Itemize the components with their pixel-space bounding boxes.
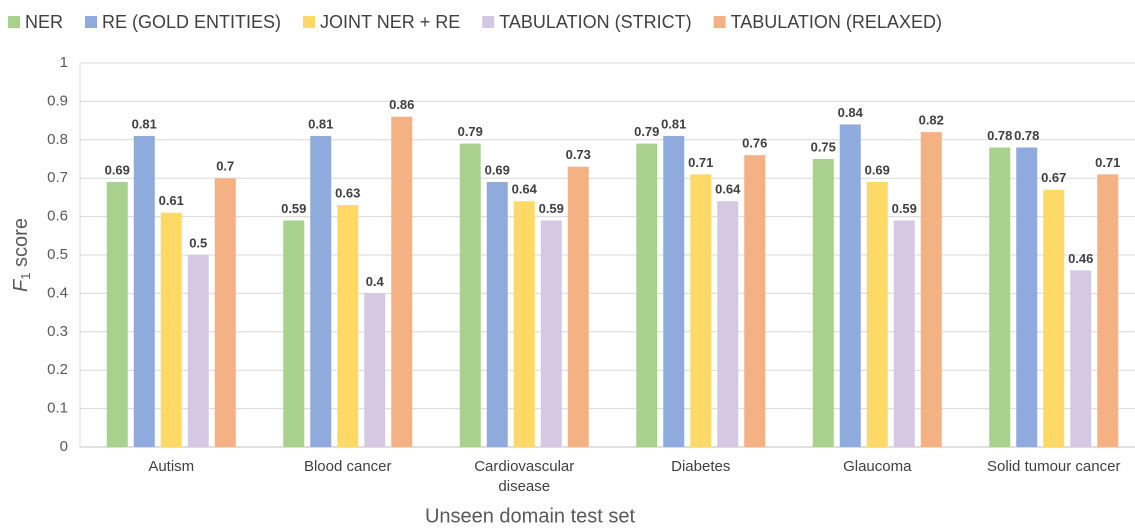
bar (459, 143, 481, 447)
bar (283, 220, 305, 447)
bar (839, 124, 861, 447)
value-label: 0.5 (189, 235, 207, 250)
bar (636, 143, 658, 447)
bar (106, 182, 128, 448)
x-axis-title: Unseen domain test set (425, 505, 636, 527)
bar (187, 255, 209, 447)
y-tick-label: 0.3 (47, 323, 68, 340)
legend-swatch (482, 16, 495, 28)
value-label: 0.59 (539, 201, 564, 216)
x-tick-label: Solid tumour cancer (987, 458, 1121, 475)
bar (866, 182, 888, 448)
bar (717, 201, 739, 447)
value-label: 0.75 (811, 139, 836, 154)
bar (540, 220, 562, 447)
value-label: 0.81 (661, 116, 686, 131)
value-label: 0.63 (335, 186, 360, 201)
x-tick-label: Blood cancer (303, 458, 392, 475)
y-axis-title-part: score (10, 218, 32, 272)
legend-label: NER (25, 12, 63, 32)
bar (513, 201, 535, 447)
legend-swatch (85, 16, 98, 28)
bar (893, 220, 915, 447)
legend-swatch (713, 16, 726, 28)
y-tick-label: 1 (60, 54, 68, 71)
value-label: 0.46 (1068, 251, 1093, 266)
value-label: 0.69 (865, 162, 890, 177)
bar (214, 178, 236, 447)
bar (486, 182, 508, 448)
legend-swatch (8, 16, 20, 28)
value-label: 0.69 (485, 162, 510, 177)
y-axis-title: F1 score (10, 218, 33, 292)
value-label: 0.84 (838, 105, 864, 120)
y-axis-title-part: F (10, 278, 32, 292)
value-label: 0.71 (1095, 155, 1120, 170)
bar (1070, 270, 1092, 447)
value-label: 0.81 (132, 116, 157, 131)
x-tick-label: Cardiovascular disease (474, 458, 575, 495)
value-label: 0.86 (389, 97, 414, 112)
value-label: 0.78 (987, 128, 1012, 143)
bar (989, 147, 1011, 448)
value-label: 0.82 (919, 113, 944, 128)
legend-label: JOINT NER + RE (320, 12, 460, 32)
legend-swatch (303, 16, 316, 28)
bar (690, 174, 712, 448)
bar (920, 132, 942, 447)
bar (1016, 147, 1038, 448)
y-tick-label: 0.2 (47, 361, 68, 378)
value-label: 0.4 (366, 274, 385, 289)
bar (337, 205, 359, 447)
bar (744, 155, 766, 447)
bar (391, 116, 413, 447)
bar (160, 212, 182, 447)
bar (133, 135, 155, 447)
bar (812, 159, 834, 447)
value-label: 0.81 (308, 116, 333, 131)
value-label: 0.76 (742, 136, 767, 151)
legend-label: TABULATION (RELAXED) (731, 12, 942, 32)
value-label: 0.71 (688, 155, 713, 170)
y-tick-label: 0.1 (47, 400, 68, 417)
legend-label: RE (GOLD ENTITIES) (102, 12, 281, 32)
x-tick-label: Autism (148, 458, 195, 475)
y-tick-label: 0.9 (47, 92, 68, 109)
y-tick-label: 0.5 (47, 246, 68, 263)
value-label: 0.59 (281, 201, 306, 216)
bar (663, 135, 685, 447)
x-tick-label: Glaucoma (843, 458, 912, 475)
y-tick-label: 0.6 (47, 208, 68, 225)
legend-label: TABULATION (STRICT) (499, 12, 691, 32)
bar (310, 135, 332, 447)
bar (1043, 189, 1065, 447)
x-tick-label: Diabetes (671, 458, 731, 475)
value-label: 0.61 (159, 193, 184, 208)
y-tick-label: 0.4 (47, 284, 68, 301)
y-tick-label: 0.8 (47, 131, 68, 148)
y-tick-label: 0.7 (47, 169, 68, 186)
value-label: 0.78 (1014, 128, 1039, 143)
value-label: 0.79 (634, 124, 659, 139)
y-axis-title-sub: 1 (18, 273, 33, 280)
value-label: 0.67 (1041, 170, 1066, 185)
value-label: 0.64 (715, 182, 741, 197)
value-label: 0.69 (105, 162, 130, 177)
value-label: 0.73 (566, 147, 591, 162)
bar (1097, 174, 1119, 448)
bar (567, 166, 589, 447)
value-label: 0.7 (216, 159, 234, 174)
value-label: 0.59 (892, 201, 917, 216)
bar (364, 293, 386, 447)
value-label: 0.79 (458, 124, 483, 139)
value-label: 0.64 (512, 182, 538, 197)
y-tick-label: 0 (60, 438, 68, 455)
